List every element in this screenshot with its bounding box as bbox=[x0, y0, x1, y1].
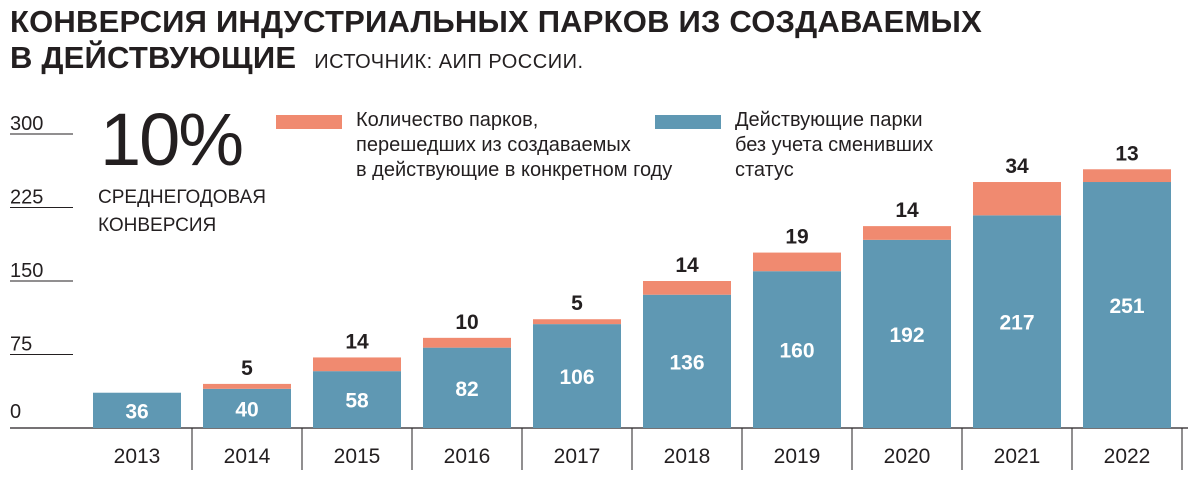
data-label-converted-2015: 14 bbox=[345, 330, 369, 353]
data-label-operating-2021: 217 bbox=[999, 312, 1034, 335]
bar-operating-2022 bbox=[1083, 182, 1171, 428]
x-tick-label-2013: 2013 bbox=[114, 445, 161, 468]
bar-converted-2017 bbox=[533, 319, 621, 325]
y-tick-label-150: 150 bbox=[10, 260, 43, 282]
title-line-1: КОНВЕРСИЯ ИНДУСТРИАЛЬНЫХ ПАРКОВ ИЗ СОЗДА… bbox=[10, 4, 982, 39]
data-label-operating-2016: 82 bbox=[455, 378, 478, 401]
title-line-2-text: В ДЕЙСТВУЮЩИЕ bbox=[10, 40, 297, 75]
bar-converted-2020 bbox=[863, 226, 951, 240]
source-note: ИСТОЧНИК: АИП РОССИИ. bbox=[314, 51, 584, 73]
y-tick-label-225: 225 bbox=[10, 187, 43, 209]
x-tick-label-2014: 2014 bbox=[224, 445, 271, 468]
bar-operating-2020 bbox=[863, 239, 951, 428]
data-label-converted-2014: 5 bbox=[241, 357, 253, 380]
average-conversion-value: 10% bbox=[100, 98, 244, 181]
x-tick-label-2015: 2015 bbox=[334, 445, 381, 468]
data-label-operating-2014: 40 bbox=[235, 398, 258, 421]
data-label-operating-2013: 36 bbox=[125, 400, 148, 423]
x-tick-label-2019: 2019 bbox=[774, 445, 821, 468]
bar-operating-2013 bbox=[93, 392, 181, 428]
data-label-operating-2019: 160 bbox=[779, 340, 814, 363]
bar-converted-2021 bbox=[973, 182, 1061, 216]
bar-converted-2016 bbox=[423, 337, 511, 348]
caption-line-1: СРЕДНЕГОДОВАЯ bbox=[98, 187, 266, 208]
bar-operating-2018 bbox=[643, 294, 731, 428]
legend-operating-line-3: статус bbox=[735, 159, 794, 181]
legend-operating-line-2: без учета сменивших bbox=[735, 134, 934, 156]
y-tick-label-0: 0 bbox=[10, 401, 21, 423]
y-tick-label-75: 75 bbox=[10, 334, 32, 356]
bar-operating-2015 bbox=[313, 371, 401, 428]
legend-label-operating: Действующие парки без учета сменивших ст… bbox=[735, 108, 933, 183]
legend-converted-line-2: перешедших из создаваемых bbox=[356, 134, 631, 156]
bar-operating-2019 bbox=[753, 271, 841, 428]
bar-operating-2017 bbox=[533, 324, 621, 428]
data-label-converted-2018: 14 bbox=[675, 254, 699, 277]
average-conversion-caption: СРЕДНЕГОДОВАЯ КОНВЕРСИЯ bbox=[98, 184, 266, 240]
bar-converted-2014 bbox=[203, 383, 291, 389]
bar-converted-2015 bbox=[313, 357, 401, 372]
x-tick-label-2021: 2021 bbox=[994, 445, 1041, 468]
x-tick-label-2018: 2018 bbox=[664, 445, 711, 468]
data-label-converted-2017: 5 bbox=[571, 292, 583, 315]
data-label-converted-2019: 19 bbox=[785, 226, 808, 249]
legend-swatch-operating bbox=[655, 115, 721, 129]
legend-converted-line-3: в действующие в конкретном году bbox=[356, 159, 673, 181]
data-label-operating-2020: 192 bbox=[889, 324, 924, 347]
bar-converted-2022 bbox=[1083, 169, 1171, 183]
legend-operating-line-1: Действующие парки bbox=[735, 109, 923, 131]
legend-swatch-converted bbox=[276, 115, 342, 129]
data-label-operating-2017: 106 bbox=[559, 366, 594, 389]
data-label-operating-2015: 58 bbox=[345, 390, 369, 413]
data-label-operating-2022: 251 bbox=[1109, 295, 1144, 318]
data-label-converted-2022: 13 bbox=[1115, 142, 1138, 165]
data-label-converted-2016: 10 bbox=[455, 311, 478, 334]
y-tick-label-300: 300 bbox=[10, 113, 43, 135]
legend-item-converted: Количество парков, перешедших из создава… bbox=[276, 108, 672, 183]
x-tick-label-2020: 2020 bbox=[884, 445, 931, 468]
x-tick-label-2017: 2017 bbox=[554, 445, 601, 468]
bar-operating-2014 bbox=[203, 388, 291, 428]
title-line-2: В ДЕЙСТВУЮЩИЕ ИСТОЧНИК: АИП РОССИИ. bbox=[10, 40, 982, 80]
legend-converted-line-1: Количество парков, bbox=[356, 109, 539, 131]
bar-converted-2019 bbox=[753, 252, 841, 272]
legend-label-converted: Количество парков, перешедших из создава… bbox=[356, 108, 672, 183]
bar-operating-2016 bbox=[423, 347, 511, 428]
bar-converted-2018 bbox=[643, 281, 731, 295]
data-label-converted-2021: 34 bbox=[1005, 155, 1029, 178]
data-label-converted-2020: 14 bbox=[895, 199, 919, 222]
chart-title: КОНВЕРСИЯ ИНДУСТРИАЛЬНЫХ ПАРКОВ ИЗ СОЗДА… bbox=[10, 4, 982, 80]
bar-operating-2021 bbox=[973, 215, 1061, 428]
legend-item-operating: Действующие парки без учета сменивших ст… bbox=[655, 108, 933, 183]
x-tick-label-2016: 2016 bbox=[444, 445, 491, 468]
caption-line-2: КОНВЕРСИЯ bbox=[98, 215, 217, 236]
x-tick-label-2022: 2022 bbox=[1104, 445, 1151, 468]
data-label-operating-2018: 136 bbox=[669, 351, 704, 374]
